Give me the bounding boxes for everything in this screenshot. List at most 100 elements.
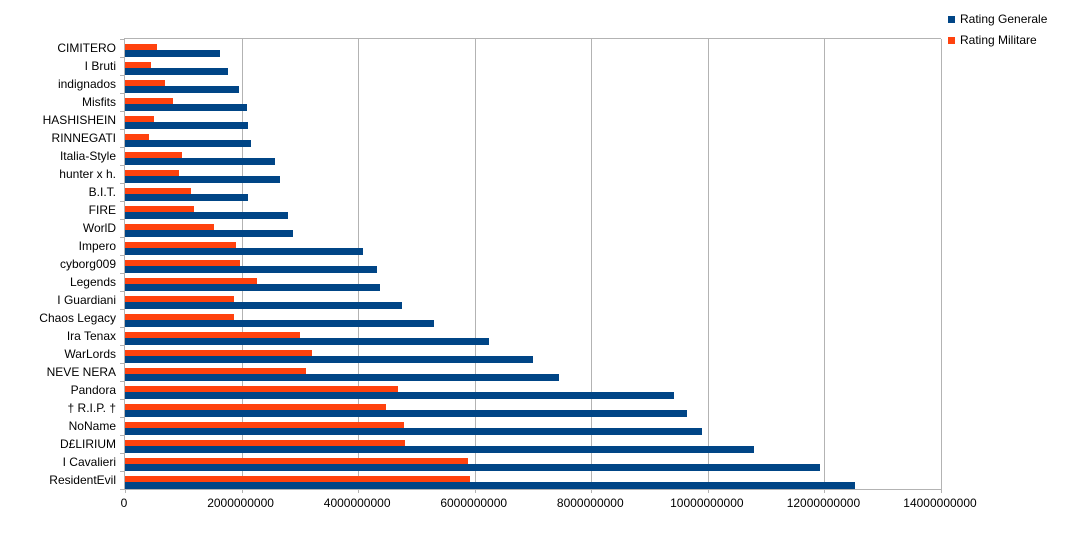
y-axis-category-label: FIRE: [88, 203, 116, 217]
bar-rating-generale: [125, 302, 402, 309]
y-axis-tick: [120, 255, 124, 256]
bar-rating-generale: [125, 104, 247, 111]
y-axis-tick: [120, 327, 124, 328]
gridline: [941, 39, 942, 489]
y-axis-tick: [120, 201, 124, 202]
category-row: [125, 129, 941, 147]
gridline: [474, 39, 476, 489]
category-row: [125, 273, 941, 291]
y-axis-category-label: Chaos Legacy: [39, 311, 116, 325]
y-axis-category-label: NoName: [68, 419, 116, 433]
category-row: [125, 309, 941, 327]
category-row: [125, 399, 941, 417]
y-axis-tick: [120, 165, 124, 166]
y-axis-category-label: B.I.T.: [88, 185, 116, 199]
y-axis-tick: [120, 237, 124, 238]
y-axis-tick: [120, 399, 124, 400]
gridline: [824, 39, 826, 489]
bar-rating-militare: [125, 62, 152, 68]
category-row: [125, 453, 941, 471]
y-axis-tick: [120, 363, 124, 364]
legend-item-rating-militare: Rating Militare: [948, 33, 1047, 47]
category-row: [125, 471, 941, 489]
y-axis-tick: [120, 219, 124, 220]
category-row: [125, 237, 941, 255]
bar-rating-militare: [125, 80, 166, 86]
y-axis-category-label: † R.I.P. †: [67, 401, 116, 415]
bar-rating-generale: [125, 248, 364, 255]
bar-rating-generale: [125, 410, 687, 417]
y-axis-category-label: WorlD: [82, 221, 116, 235]
x-axis-tick-label: 10000000000: [670, 496, 744, 510]
y-axis-tick: [120, 489, 124, 490]
bar-rating-generale: [125, 338, 489, 345]
x-axis-tick: [241, 489, 243, 493]
bar-rating-generale: [125, 230, 294, 237]
category-row: [125, 417, 941, 435]
bar-rating-generale: [125, 86, 240, 93]
bar-rating-militare: [125, 278, 258, 284]
bar-rating-militare: [125, 152, 182, 158]
bar-rating-generale: [125, 158, 275, 165]
legend-swatch-militare-icon: [948, 36, 955, 44]
bar-rating-militare: [125, 188, 191, 194]
y-axis-category-label: hunter x h.: [59, 167, 116, 181]
x-axis-labels: 0 2000000000 4000000000 6000000000 800000000…: [120, 496, 977, 512]
gridline: [358, 39, 360, 489]
bar-rating-militare: [125, 260, 241, 266]
x-axis-tick: [941, 489, 942, 493]
y-axis-tick: [120, 93, 124, 94]
gridline: [591, 39, 593, 489]
bar-rating-militare: [125, 386, 398, 392]
bar-rating-generale: [125, 392, 675, 399]
bar-rating-militare: [125, 314, 234, 320]
bar-rating-generale: [125, 482, 856, 489]
bar-rating-generale: [125, 266, 377, 273]
bar-rating-militare: [125, 134, 149, 140]
y-axis-category-label: Misfits: [82, 95, 116, 109]
category-row: [125, 219, 941, 237]
bar-rating-militare: [125, 98, 173, 104]
legend-swatch-generale-icon: [948, 15, 955, 23]
x-axis-tick: [358, 489, 360, 493]
category-row: [125, 363, 941, 381]
bar-rating-generale: [125, 140, 252, 147]
y-axis-tick: [120, 381, 124, 382]
category-row: [125, 57, 941, 75]
bar-rating-militare: [125, 422, 405, 428]
y-axis-category-label: I Guardiani: [57, 293, 116, 307]
x-axis-tick-label: 6000000000: [440, 496, 508, 510]
category-row: [125, 111, 941, 129]
gridline: [241, 39, 243, 489]
category-row: [125, 345, 941, 363]
x-axis-tick: [707, 489, 709, 493]
category-row: [125, 93, 941, 111]
y-axis-tick: [120, 183, 124, 184]
bar-rating-generale: [125, 194, 248, 201]
category-row: [125, 201, 941, 219]
y-axis-category-label: ResidentEvil: [49, 473, 116, 487]
y-axis-tick: [120, 129, 124, 130]
y-axis-tick: [120, 291, 124, 292]
x-axis-tick-label: 0: [120, 496, 128, 510]
bar-rating-generale: [125, 284, 380, 291]
category-row: [125, 381, 941, 399]
bar-rating-militare: [125, 116, 155, 122]
y-axis-category-label: Ira Tenax: [66, 329, 116, 343]
y-axis-category-label: NEVE NERA: [46, 365, 116, 379]
y-axis-tick: [120, 57, 124, 58]
bar-rating-generale: [125, 50, 220, 57]
legend-label-generale: Rating Generale: [960, 12, 1048, 26]
y-axis-tick: [120, 345, 124, 346]
x-axis-tick-label: 4000000000: [323, 496, 391, 510]
bar-rating-generale: [125, 320, 434, 327]
bar-rating-militare: [125, 296, 234, 302]
category-row: [125, 183, 941, 201]
y-axis-tick: [120, 417, 124, 418]
category-row: [125, 165, 941, 183]
y-axis-category-label: WarLords: [64, 347, 116, 361]
category-row: [125, 147, 941, 165]
y-axis-tick: [120, 111, 124, 112]
bar-rating-militare: [125, 476, 471, 482]
